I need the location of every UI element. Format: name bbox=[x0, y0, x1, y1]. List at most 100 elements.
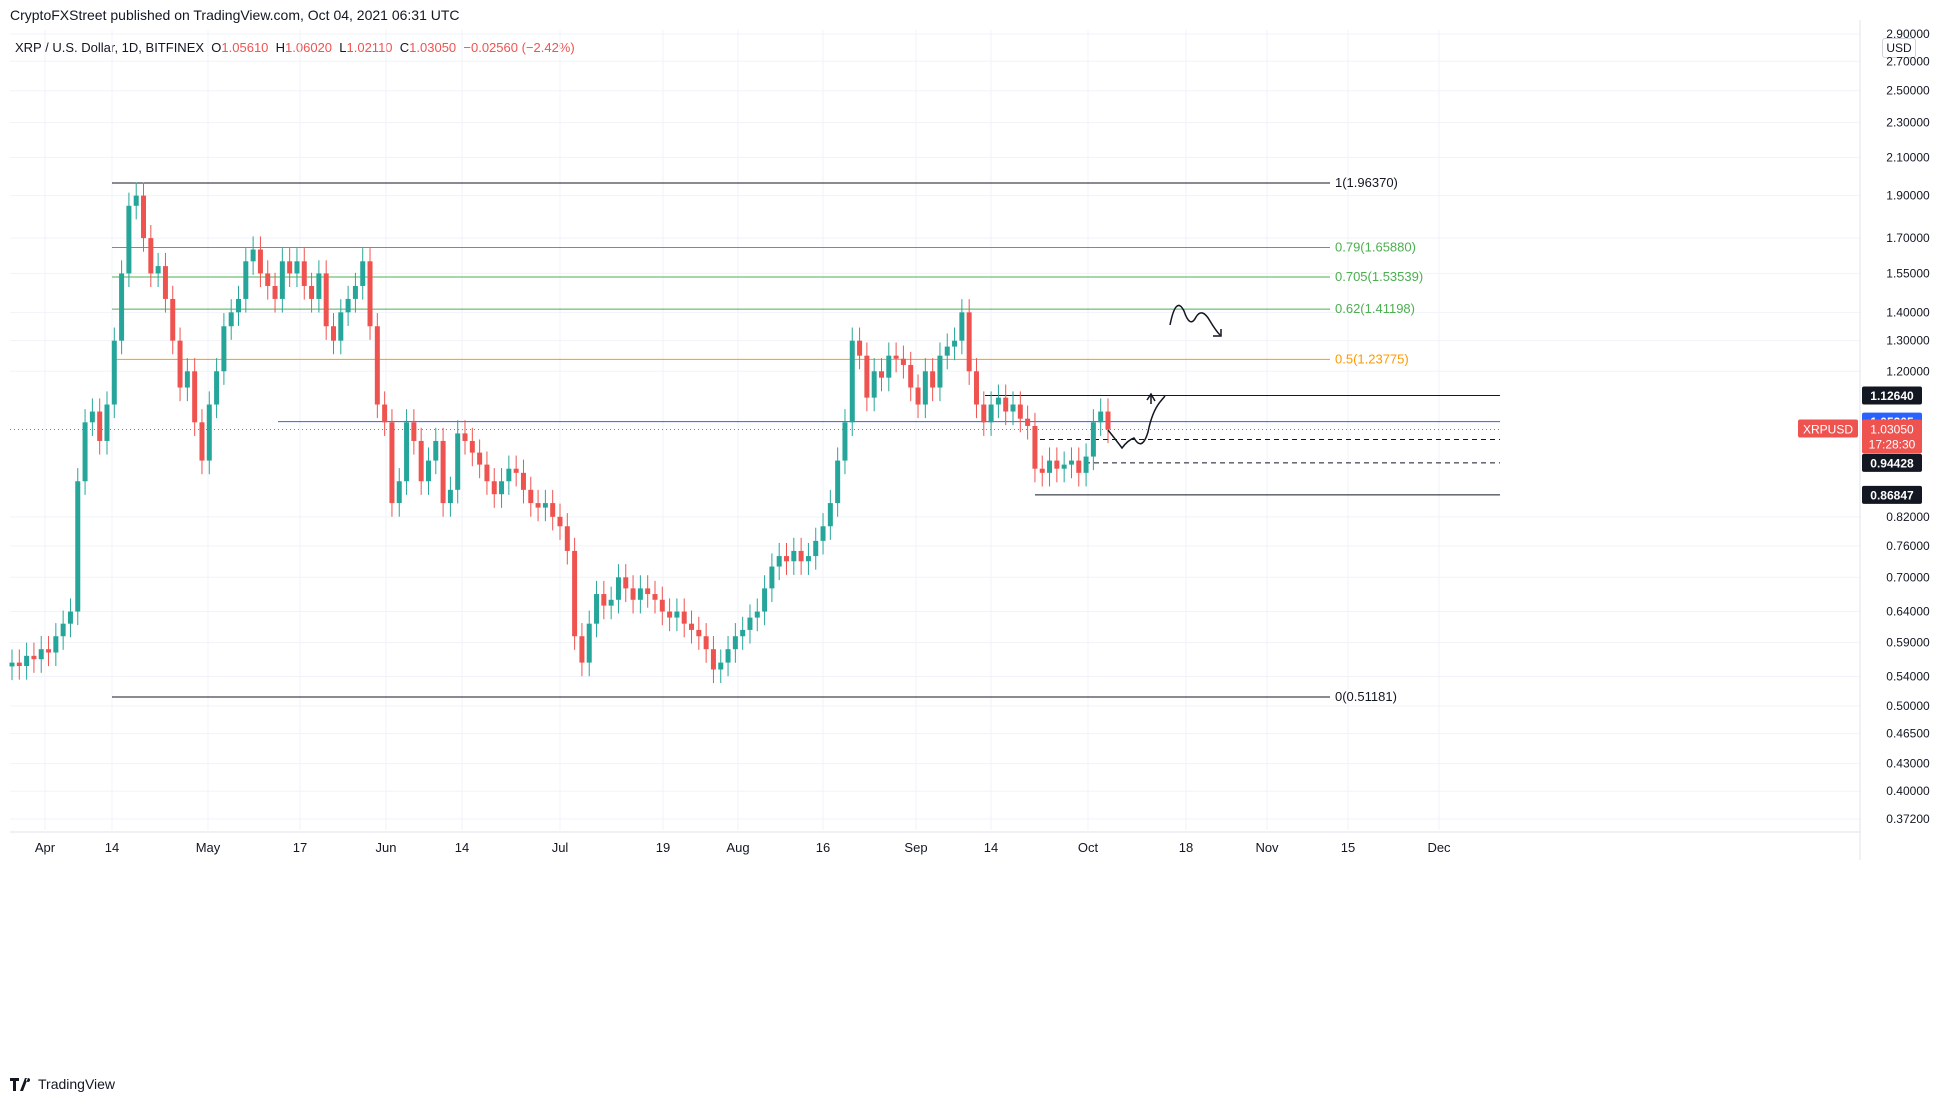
candle-body bbox=[791, 550, 797, 562]
bullish-projection-path bbox=[1107, 395, 1166, 450]
candle-body bbox=[1076, 460, 1082, 473]
time-tick-label: Jul bbox=[552, 840, 569, 855]
price-tick-label: 2.30000 bbox=[1886, 116, 1930, 130]
price-tick-label: 0.59000 bbox=[1886, 636, 1930, 650]
candle-body bbox=[645, 588, 651, 595]
candle-body bbox=[206, 404, 212, 461]
candle-body bbox=[572, 550, 578, 637]
candle-body bbox=[16, 662, 22, 667]
price-axis: 2.90000 2.70000 2.50000 2.30000 2.10000 1.900… bbox=[1886, 27, 1930, 826]
candle-body bbox=[959, 312, 965, 341]
candle-body bbox=[681, 611, 687, 624]
countdown-label: 17:28:30 bbox=[1869, 437, 1916, 451]
price-tick-label: 2.50000 bbox=[1886, 84, 1930, 98]
candle-body bbox=[981, 404, 987, 423]
candle-body bbox=[535, 503, 541, 508]
candle-body bbox=[499, 481, 505, 495]
candle-body bbox=[418, 440, 424, 482]
candle-body bbox=[184, 371, 190, 388]
candle-body bbox=[119, 273, 125, 341]
candle-body bbox=[75, 481, 81, 612]
price-tick-label: 1.55000 bbox=[1886, 266, 1930, 280]
candle-body bbox=[279, 261, 285, 299]
arrow-up-icon bbox=[1146, 392, 1156, 404]
candle-body bbox=[316, 273, 322, 299]
candle-body bbox=[820, 526, 826, 541]
candle-body bbox=[389, 422, 395, 504]
candle-body bbox=[601, 594, 607, 606]
candle-body bbox=[287, 261, 293, 274]
candle-body bbox=[827, 503, 833, 527]
time-tick-label: 14 bbox=[105, 840, 119, 855]
candle-body bbox=[1039, 468, 1045, 473]
fib-label: 0.705(1.53539) bbox=[1335, 269, 1423, 284]
price-tick-label: 1.20000 bbox=[1886, 364, 1930, 378]
symbol-tag bbox=[1798, 419, 1858, 438]
tradingview-logo[interactable]: TradingView bbox=[10, 1076, 115, 1092]
candle-body bbox=[886, 355, 892, 378]
support-lines bbox=[10, 394, 1500, 496]
symbol-tag-label: XRPUSD bbox=[1803, 422, 1853, 436]
candle-body bbox=[557, 516, 563, 527]
candle-body bbox=[732, 636, 738, 650]
time-tick-label: May bbox=[196, 840, 221, 855]
candle-body bbox=[630, 588, 636, 600]
open-value: 1.05610 bbox=[221, 40, 269, 55]
candle-body bbox=[148, 238, 154, 274]
candle-body bbox=[38, 649, 44, 660]
price-tag-label: 1.12640 bbox=[1870, 389, 1914, 403]
time-tick-label: Nov bbox=[1255, 840, 1279, 855]
tradingview-brand: TradingView bbox=[38, 1076, 116, 1092]
candle-body bbox=[1090, 422, 1096, 457]
candle-body bbox=[1047, 460, 1053, 473]
candle-body bbox=[104, 404, 110, 441]
candle-body bbox=[966, 312, 972, 372]
time-tick-label: Oct bbox=[1078, 840, 1099, 855]
price-tick-label: 0.50000 bbox=[1886, 699, 1930, 713]
candle-body bbox=[842, 422, 848, 461]
arrow-down-icon bbox=[1213, 329, 1222, 337]
candles bbox=[9, 182, 1111, 684]
current-price-tag bbox=[1862, 419, 1922, 454]
currency-selector[interactable]: USD bbox=[1882, 38, 1916, 58]
time-tick-label: Dec bbox=[1427, 840, 1451, 855]
price-tick-label: 0.43000 bbox=[1886, 757, 1930, 771]
candle-body bbox=[857, 340, 863, 356]
candle-body bbox=[520, 472, 526, 490]
candle-body bbox=[528, 489, 534, 504]
price-tick-label: 0.46500 bbox=[1886, 727, 1930, 741]
candle-body bbox=[360, 261, 366, 286]
candle-body bbox=[162, 266, 168, 299]
candle-body bbox=[1017, 404, 1023, 419]
time-tick-label: 16 bbox=[816, 840, 830, 855]
low-value: 1.02110 bbox=[346, 40, 393, 55]
price-tick-label: 0.82000 bbox=[1886, 510, 1930, 524]
time-axis: Apr 14 May 17 Jun 14 Jul 19 Aug 16 Sep 14 Oct 18 Nov 15… bbox=[35, 840, 1451, 855]
price-tick-label: 1.30000 bbox=[1886, 334, 1930, 348]
price-tag-label: 0.94428 bbox=[1870, 456, 1914, 470]
candle-body bbox=[1083, 456, 1089, 473]
candle-body bbox=[835, 460, 841, 504]
fib-label: 1(1.96370) bbox=[1335, 175, 1398, 190]
candle-body bbox=[352, 285, 358, 299]
price-tag-label: 0.86847 bbox=[1870, 488, 1914, 502]
time-tick-label: Sep bbox=[904, 840, 927, 855]
candle-body bbox=[718, 662, 724, 670]
candle-body bbox=[265, 273, 271, 286]
candle-body bbox=[1098, 411, 1104, 423]
price-tick-label: 0.64000 bbox=[1886, 605, 1930, 619]
candle-body bbox=[908, 364, 914, 388]
time-tick-label: 18 bbox=[1179, 840, 1193, 855]
candle-body bbox=[330, 326, 336, 341]
candle-body bbox=[31, 655, 37, 660]
candle-body bbox=[710, 649, 716, 670]
candle-body bbox=[973, 371, 979, 405]
candle-body bbox=[506, 468, 512, 482]
candle-body bbox=[199, 422, 205, 461]
candle-body bbox=[82, 422, 88, 482]
candle-body bbox=[674, 611, 680, 618]
high-value: 1.06020 bbox=[285, 40, 333, 55]
candle-body bbox=[550, 503, 556, 517]
time-tick-label: 14 bbox=[455, 840, 469, 855]
